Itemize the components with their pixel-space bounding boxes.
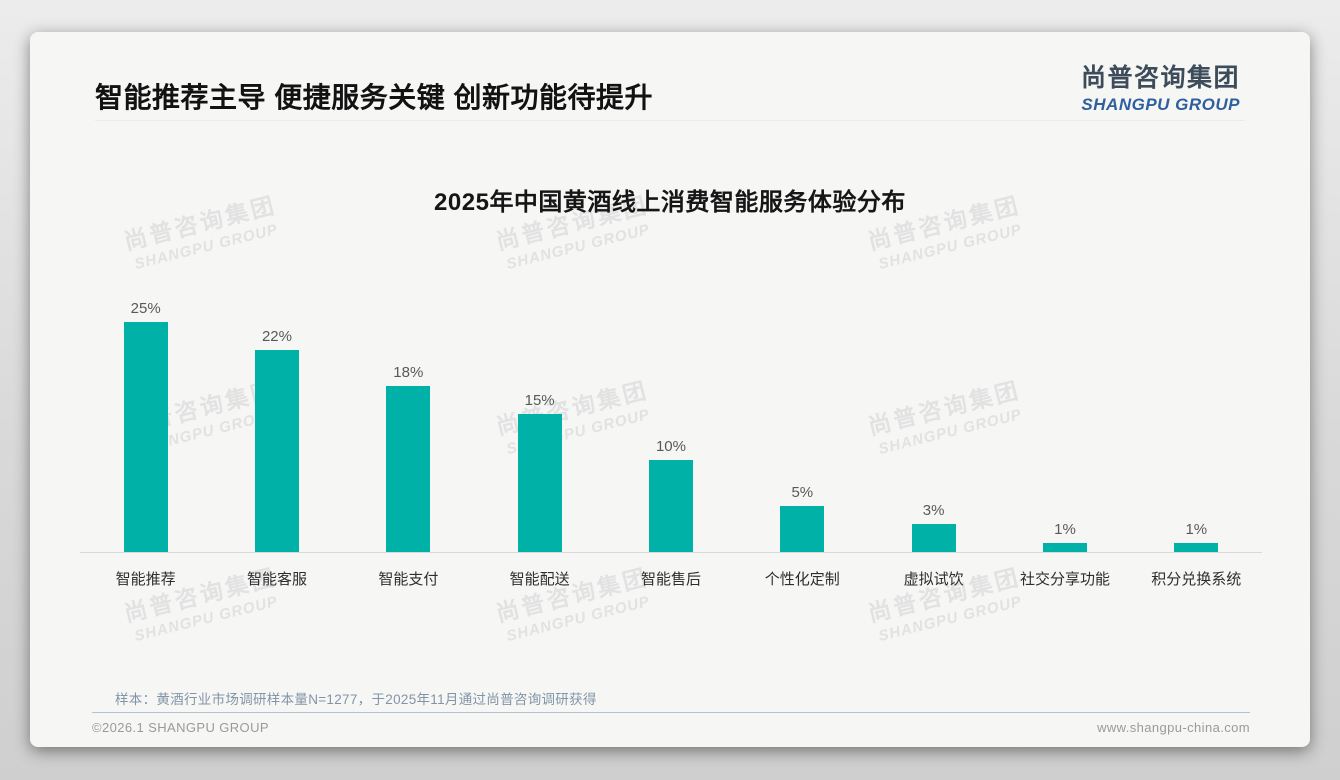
slide-card: 尚普咨询集团 SHANGPU GROUP 尚普咨询集团 SHANGPU GROUP 尚普… <box>30 32 1310 747</box>
logo-english-text: SHANGPU GROUP <box>1081 95 1240 114</box>
x-axis-category-label: 智能推荐 <box>115 571 176 588</box>
bar-column: 18% <box>343 364 474 552</box>
bar <box>1042 542 1087 552</box>
bar-value-label: 5% <box>791 484 814 501</box>
x-axis-line <box>80 552 1262 553</box>
x-axis-category-label: 社交分享功能 <box>1019 571 1110 588</box>
bar-column: 1% <box>999 521 1130 552</box>
bar-column: 10% <box>605 438 736 552</box>
bar <box>517 414 562 552</box>
bar-column: 5% <box>737 484 868 552</box>
header-divider <box>95 120 1245 121</box>
page-title: 智能推荐主导 便捷服务关键 创新功能待提升 <box>95 82 654 113</box>
bar-value-label: 3% <box>922 502 945 520</box>
bar <box>780 506 825 552</box>
x-axis-category-label: 个性化定制 <box>764 571 840 588</box>
sample-note: 样本：黄酒行业市场调研样本量N=1277，于2025年11月通过尚普咨询调研获得 <box>115 692 597 707</box>
bar <box>386 386 431 552</box>
bar <box>911 524 956 552</box>
footer: ©2026.1 SHANGPU GROUP www.shangpu-china.… <box>92 720 1250 735</box>
copyright-text: ©2026.1 SHANGPU GROUP <box>92 720 269 735</box>
bar-value-label: 10% <box>655 438 686 455</box>
company-logo: 尚普咨询集团 SHANGPU GROUP <box>1081 58 1240 115</box>
bar <box>254 349 299 552</box>
bar <box>123 322 168 552</box>
x-axis-labels: 智能推荐 智能客服 智能支付 智能配送 智能售后 个性化定制 虚拟试饮 社交分享功能 积分兑换系… <box>80 561 1262 589</box>
x-axis-category-label: 智能支付 <box>378 571 439 588</box>
x-axis-category-label: 智能客服 <box>246 571 307 588</box>
footer-divider <box>92 712 1250 713</box>
bar-column: 25% <box>80 300 211 552</box>
x-axis-category-label: 虚拟试饮 <box>903 571 964 588</box>
bar-value-label: 1% <box>1185 520 1208 538</box>
slide-content: 智能推荐主导 便捷服务关键 创新功能待提升 尚普咨询集团 SHANGPU GRO… <box>30 32 1310 747</box>
x-axis-category-label: 智能售后 <box>640 571 701 588</box>
bar-value-label: 15% <box>524 392 555 409</box>
bar-value-label: 25% <box>130 300 161 317</box>
x-axis-category-label: 智能配送 <box>509 571 570 588</box>
bar-column: 1% <box>1131 521 1262 552</box>
bar-chart-plot-area: 25% 22% 18% 15% 10% 5% 3% 1% 1% <box>80 32 1262 552</box>
bar-value-label: 22% <box>261 327 292 345</box>
bar-column: 3% <box>868 502 999 552</box>
bar-value-label: 18% <box>393 364 424 382</box>
chart-title: 2025年中国黄酒线上消费智能服务体验分布 <box>434 189 906 216</box>
website-url: www.shangpu-china.com <box>1097 720 1250 735</box>
bar-value-label: 1% <box>1054 520 1076 538</box>
bar-column: 15% <box>474 392 605 552</box>
bar <box>648 460 693 552</box>
x-axis-category-label: 积分兑换系统 <box>1151 571 1242 588</box>
bar <box>1174 542 1219 552</box>
bar-column: 22% <box>211 328 342 552</box>
logo-chinese-text: 尚普咨询集团 <box>1080 64 1240 92</box>
